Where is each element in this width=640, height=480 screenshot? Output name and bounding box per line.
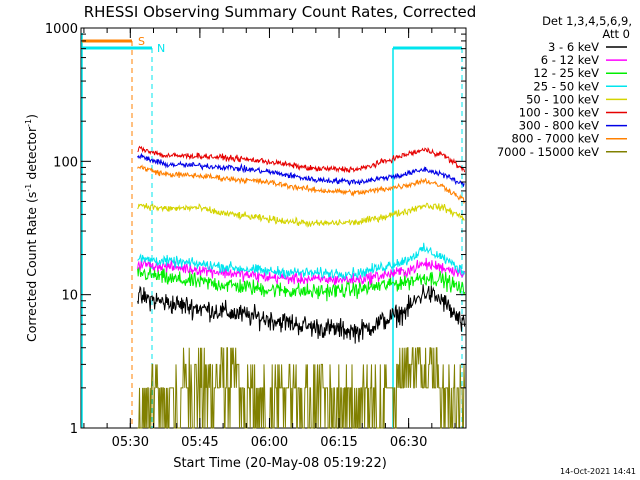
x-tick-label: 05:30 [112,435,149,450]
y-tick-label: 100 [53,155,78,170]
series-line [137,164,466,205]
series-line [137,152,465,187]
x-axis-label: Start Time (20-May-08 05:19:22) [173,456,387,471]
x-tick-label: 06:15 [320,435,357,450]
y-axis-label-mid: detector [24,126,39,184]
plot-area: SN 1 10 100 1000 05:30 05:45 06:00 06:15 06:30 [45,22,467,450]
series-line [137,347,466,429]
footer-date: 14-Oct-2021 14:41 [560,467,636,476]
y-tick-label: 10 [61,289,78,304]
y-axis-label-main: Corrected Count Rate (s [24,192,39,342]
series-layer [137,145,466,429]
series-line [137,242,466,280]
series-line [137,284,466,344]
legend-label: 6 - 12 keV [541,53,599,67]
y-tick-label: 1000 [45,22,78,37]
legend-label: 300 - 800 keV [519,119,599,133]
series-line [137,202,465,228]
x-tick-label: 05:45 [181,435,218,450]
y-axis-label-end: ) [24,114,39,119]
y-axis-label: Corrected Count Rate (s-1 detector-1) [24,114,39,342]
series-line [137,266,466,302]
y-axis-label-sup1: -1 [24,184,33,192]
legend-label: 25 - 50 keV [533,79,599,93]
x-tick-label: 06:30 [390,435,427,450]
tick-layer: 1 10 100 1000 05:30 05:45 06:00 06:15 06:30 [45,22,466,450]
series-line [137,145,466,174]
legend-label: 7000 - 15000 keV [497,145,599,159]
legend-label: 50 - 100 keV [526,92,599,106]
legend-label: 12 - 25 keV [533,66,599,80]
chart-title: RHESSI Observing Summary Count Rates, Co… [84,3,477,21]
legend-header-1: Det 1,3,4,5,6,9, [542,14,632,28]
night-label: N [157,42,165,55]
y-axis-label-sup2: -1 [24,119,33,127]
x-tick-label: 06:00 [251,435,288,450]
legend-label: 100 - 300 keV [519,106,599,120]
y-tick-label: 1 [70,422,78,437]
legend-header-2: Att 0 [602,27,630,41]
saa-label: S [138,35,145,48]
legend-label: 3 - 6 keV [548,40,599,54]
legend-label: 800 - 7000 keV [511,132,599,146]
